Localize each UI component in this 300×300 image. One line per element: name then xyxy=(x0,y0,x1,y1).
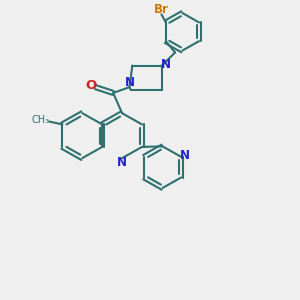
Text: CH₃: CH₃ xyxy=(32,116,50,125)
Text: N: N xyxy=(125,76,135,89)
Text: N: N xyxy=(117,156,127,169)
Text: Br: Br xyxy=(154,3,169,16)
Text: O: O xyxy=(85,79,97,92)
Text: N: N xyxy=(161,58,171,70)
Text: N: N xyxy=(179,149,190,162)
